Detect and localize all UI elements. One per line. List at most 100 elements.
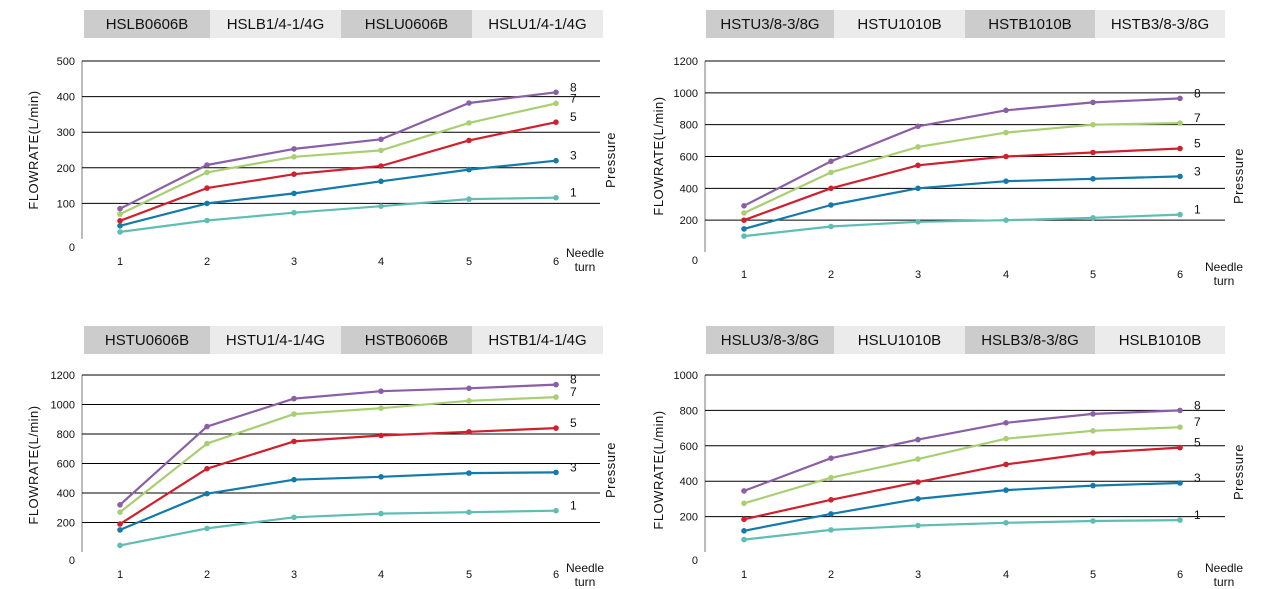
data-point	[466, 385, 472, 392]
model-tab-label: HSTU3/8-3/8G	[720, 16, 819, 33]
x-tick-label: 1	[741, 269, 747, 281]
series-3: 3	[741, 164, 1201, 232]
data-point	[1090, 149, 1096, 156]
model-tab: HSLU1010B	[834, 326, 965, 354]
y-tick-label: 1000	[674, 88, 698, 100]
data-point	[378, 510, 384, 517]
model-tab: HSTU0606B	[84, 326, 210, 354]
data-point	[378, 432, 384, 439]
data-point	[204, 490, 210, 497]
y-tick-label: 400	[57, 488, 75, 500]
y-tick-label: 1200	[51, 370, 75, 382]
model-tab: HSTB1/4-1/4G	[472, 326, 603, 354]
y-tick-label: 0	[692, 555, 698, 567]
data-point	[553, 194, 559, 201]
data-point	[466, 196, 472, 202]
model-tab: HSLU1/4-1/4G	[472, 10, 603, 38]
series-label: 5	[570, 110, 577, 124]
x-tick-label: 4	[378, 256, 384, 268]
x-tick-label: 1	[741, 569, 747, 581]
series-3: 3	[741, 471, 1201, 534]
data-point	[741, 217, 747, 223]
data-point	[466, 100, 472, 106]
data-point	[291, 514, 297, 521]
pressure-label: Pressure	[1231, 148, 1246, 204]
x-axis-label-line2: turn	[575, 575, 596, 589]
data-point	[378, 405, 384, 412]
series-label: 8	[1194, 398, 1201, 412]
y-tick-label: 200	[680, 512, 698, 524]
data-point	[915, 522, 921, 529]
data-point	[204, 217, 210, 224]
data-point	[1003, 520, 1009, 526]
data-point	[741, 226, 747, 232]
series-line	[119, 396, 557, 514]
series-line	[119, 427, 557, 525]
model-tab: HSLB0606B	[84, 10, 210, 38]
data-point	[466, 429, 472, 435]
data-point	[1003, 107, 1009, 114]
data-point	[291, 395, 297, 402]
data-point	[466, 398, 472, 404]
y-tick-label: 200	[57, 163, 75, 175]
data-point	[466, 166, 472, 173]
data-point	[117, 502, 123, 508]
model-tab-label: HSTB1/4-1/4G	[488, 332, 586, 349]
data-point	[204, 423, 210, 430]
data-point	[553, 507, 559, 514]
data-point	[378, 178, 384, 185]
series-line	[743, 122, 1181, 214]
y-tick-label: 200	[680, 215, 698, 227]
y-tick-label: 300	[57, 127, 75, 139]
y-tick-label: 0	[692, 255, 698, 267]
model-tab-bg	[84, 326, 210, 354]
x-tick-label: 4	[378, 569, 384, 581]
x-tick-label: 1	[117, 569, 123, 581]
data-point	[1177, 173, 1183, 180]
x-tick-label: 6	[1177, 269, 1183, 281]
x-axis-label: Needle turn	[1205, 561, 1243, 589]
series-line	[743, 519, 1181, 541]
series-8: 8	[741, 398, 1201, 494]
data-point	[1177, 95, 1183, 102]
model-tab-label: HSLU0606B	[365, 16, 448, 33]
data-point	[553, 100, 559, 107]
data-point	[828, 497, 834, 503]
model-tab-bg	[472, 326, 603, 354]
x-tick-label: 3	[915, 569, 921, 581]
series-5: 5	[741, 137, 1201, 223]
series-label: 5	[570, 416, 577, 430]
data-point	[291, 154, 297, 160]
data-point	[378, 203, 384, 209]
y-axis-label: FLOWRATE(L/min)	[651, 96, 666, 215]
series-7: 7	[741, 111, 1201, 216]
data-point	[915, 496, 921, 502]
data-point	[378, 163, 384, 169]
series-label: 3	[1194, 164, 1201, 178]
y-axis-label: FLOWRATE(L/min)	[26, 405, 41, 524]
data-point	[915, 162, 921, 169]
data-point	[1090, 121, 1096, 128]
model-tab: HSLB1010B	[1095, 326, 1225, 354]
data-point	[553, 381, 559, 388]
y-axis-label: FLOWRATE(L/min)	[651, 410, 666, 529]
data-point	[915, 144, 921, 150]
x-axis-label-line2: turn	[575, 260, 596, 274]
chart-panel-1: HSLB0606B HSLB1/4-1/4G HSLU0606B HSLU1/4-1/…	[26, 10, 618, 274]
data-point	[466, 120, 472, 126]
data-point	[117, 218, 123, 224]
model-tab-bg	[706, 326, 834, 354]
data-point	[828, 474, 834, 481]
data-point	[466, 137, 472, 144]
series-line	[119, 383, 557, 506]
model-tab-bg	[834, 326, 965, 354]
series-label: 3	[570, 460, 577, 474]
data-point	[828, 158, 834, 165]
data-point	[117, 521, 123, 527]
series-label: 5	[1194, 436, 1201, 450]
model-tab-bg	[84, 10, 210, 38]
data-point	[117, 527, 123, 533]
series-line	[119, 471, 557, 531]
model-tab-label: HSLU3/8-3/8G	[721, 332, 819, 349]
x-tick-label: 1	[117, 256, 123, 268]
